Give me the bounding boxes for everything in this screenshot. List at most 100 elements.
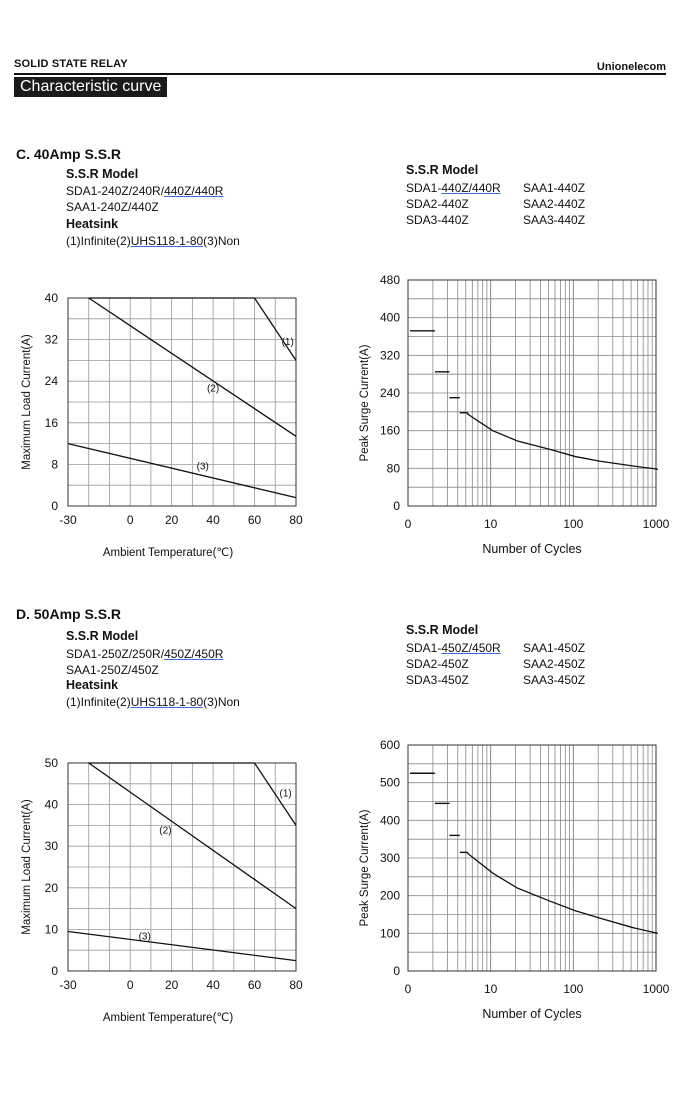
model-text-underlined: 450Z/450R [164,647,224,661]
y-tick-label: 400 [380,311,400,325]
x-tick-label: 20 [165,513,179,527]
series-label-1: (1) [282,337,294,348]
x-tick-label: 60 [248,978,262,992]
model-text-underlined: 440Z/440R [164,184,224,198]
heatsink-text: (1)Infinite(2) [66,234,131,248]
chart-surge-current-40a: 0 80 160 240 320 400 480 0 10 100 1000 Number of Cy… [359,273,670,556]
y-tick-label: 40 [45,291,59,305]
heatsink-text: (1)Infinite(2) [66,695,131,709]
heatsink-text-tail: (3)Non [203,234,240,248]
x-tick-label: 80 [289,513,303,527]
series-line-1 [88,762,297,826]
y-tick-label: 30 [45,839,59,853]
series-line-3 [67,442,297,499]
y-tick-label: 500 [380,776,400,790]
model-text: SDA1-240Z/240R/ [66,184,165,198]
page-title: Characteristic curve [14,77,168,97]
y-tick-label: 240 [380,386,400,400]
x-axis-label: Number of Cycles [482,542,581,556]
x-axis-label: Number of Cycles [482,1007,581,1021]
brand-label: Unionelecom [596,61,666,73]
model-item: SAA1-450Z [523,641,586,655]
model-item: SAA1-440Z [523,181,586,195]
series-label-3: (3) [197,462,209,473]
plot-frame [407,279,657,507]
model-label-40a: S.S.R Model [66,167,139,181]
x-tick-label: 80 [289,978,303,992]
x-tick-label: 20 [165,978,179,992]
y-tick-label: 20 [45,881,59,895]
y-tick-label: 32 [45,333,59,347]
header-left-label: SOLID STATE RELAY [14,58,128,70]
right-model-label-40a: S.S.R Model [406,163,479,177]
chart-surge-current-50a: 0 100 200 300 400 500 600 0 10 100 1000 Number of C… [359,738,670,1021]
y-tick-label: 24 [45,374,59,388]
x-tick-label: 100 [563,982,583,996]
y-tick-label: 16 [45,416,59,430]
model-line-40a-1: SDA1-240Z/240R/440Z/440R [66,183,223,199]
right-models-col1-50a: SDA1-450Z/450R SDA2-450Z SDA3-450Z [406,640,501,688]
model-line-40a-2: SAA1-240Z/440Z [66,199,159,215]
series-line-2 [88,762,297,910]
x-axis-label: Ambient Temperature(℃) [103,547,233,559]
heatsink-line-50a: (1)Infinite(2)UHS118-1-80(3)Non [66,694,240,710]
model-item: SDA2-450Z [406,657,469,671]
x-tick-label: 1000 [643,982,670,996]
series-line-2 [88,297,297,437]
x-tick-label: 10 [484,982,498,996]
series-curve [467,852,659,934]
y-axis-label: Peak Surge Current(A) [359,809,371,926]
model-label-50a: S.S.R Model [66,629,139,643]
y-tick-label: 100 [380,926,400,940]
x-tick-label: 0 [127,978,134,992]
model-text: SAA1-240Z/440Z [66,200,159,214]
model-item: SDA1-450Z/450R [406,641,501,655]
x-tick-label: 1000 [643,517,670,531]
y-tick-label: 0 [393,499,400,513]
series-curve [467,412,659,470]
model-item: SDA3-450Z [406,673,469,687]
heatsink-text-underlined: UHS118-1-80 [130,695,204,709]
y-tick-label: 320 [380,348,400,362]
heatsink-text-underlined: UHS118-1-80 [130,234,204,248]
x-tick-label: 0 [405,982,412,996]
right-models-col2-40a: SAA1-440Z SAA2-440Z SAA3-440Z [523,180,585,228]
header-divider [14,73,666,75]
x-tick-label: 60 [248,513,262,527]
x-tick-label: 10 [484,517,498,531]
model-item: SDA3-440Z [406,213,469,227]
model-item: SDA1-440Z/440R [406,181,501,195]
y-tick-label: 0 [51,964,58,978]
heatsink-text-tail: (3)Non [203,695,240,709]
x-tick-label: 0 [127,513,134,527]
plot-frame [407,744,657,972]
model-line-50a-1: SDA1-250Z/250R/450Z/450R [66,646,223,662]
series-label-3: (3) [139,931,151,942]
x-tick-label: 40 [206,513,220,527]
series-line-1 [88,297,297,361]
series-label-2: (2) [159,826,171,837]
series-label-1: (1) [280,788,292,799]
right-model-label-50a: S.S.R Model [406,623,479,637]
y-axis-label: Peak Surge Current(A) [359,344,371,461]
x-tick-label: -30 [59,978,77,992]
y-tick-label: 40 [45,798,59,812]
x-tick-label: 100 [563,517,583,531]
y-axis-label: Maximum Load Current(A) [21,799,33,935]
heatsink-label-40a: Heatsink [66,217,119,231]
heatsink-line-40a: (1)Infinite(2)UHS118-1-80(3)Non [66,233,240,249]
heatsink-label-50a: Heatsink [66,678,119,692]
y-tick-label: 8 [51,457,58,471]
model-item: SDA2-440Z [406,197,469,211]
right-models-col2-50a: SAA1-450Z SAA2-450Z SAA3-450Z [523,640,585,688]
series-line-3 [67,930,297,962]
model-item: SAA3-450Z [523,673,586,687]
x-tick-label: 0 [405,517,412,531]
y-tick-label: 600 [380,738,400,752]
y-axis-label: Maximum Load Current(A) [21,334,33,470]
y-tick-label: 480 [380,273,400,287]
section-title-40a: C. 40Amp S.S.R [16,146,122,162]
model-item: SAA2-450Z [523,657,586,671]
